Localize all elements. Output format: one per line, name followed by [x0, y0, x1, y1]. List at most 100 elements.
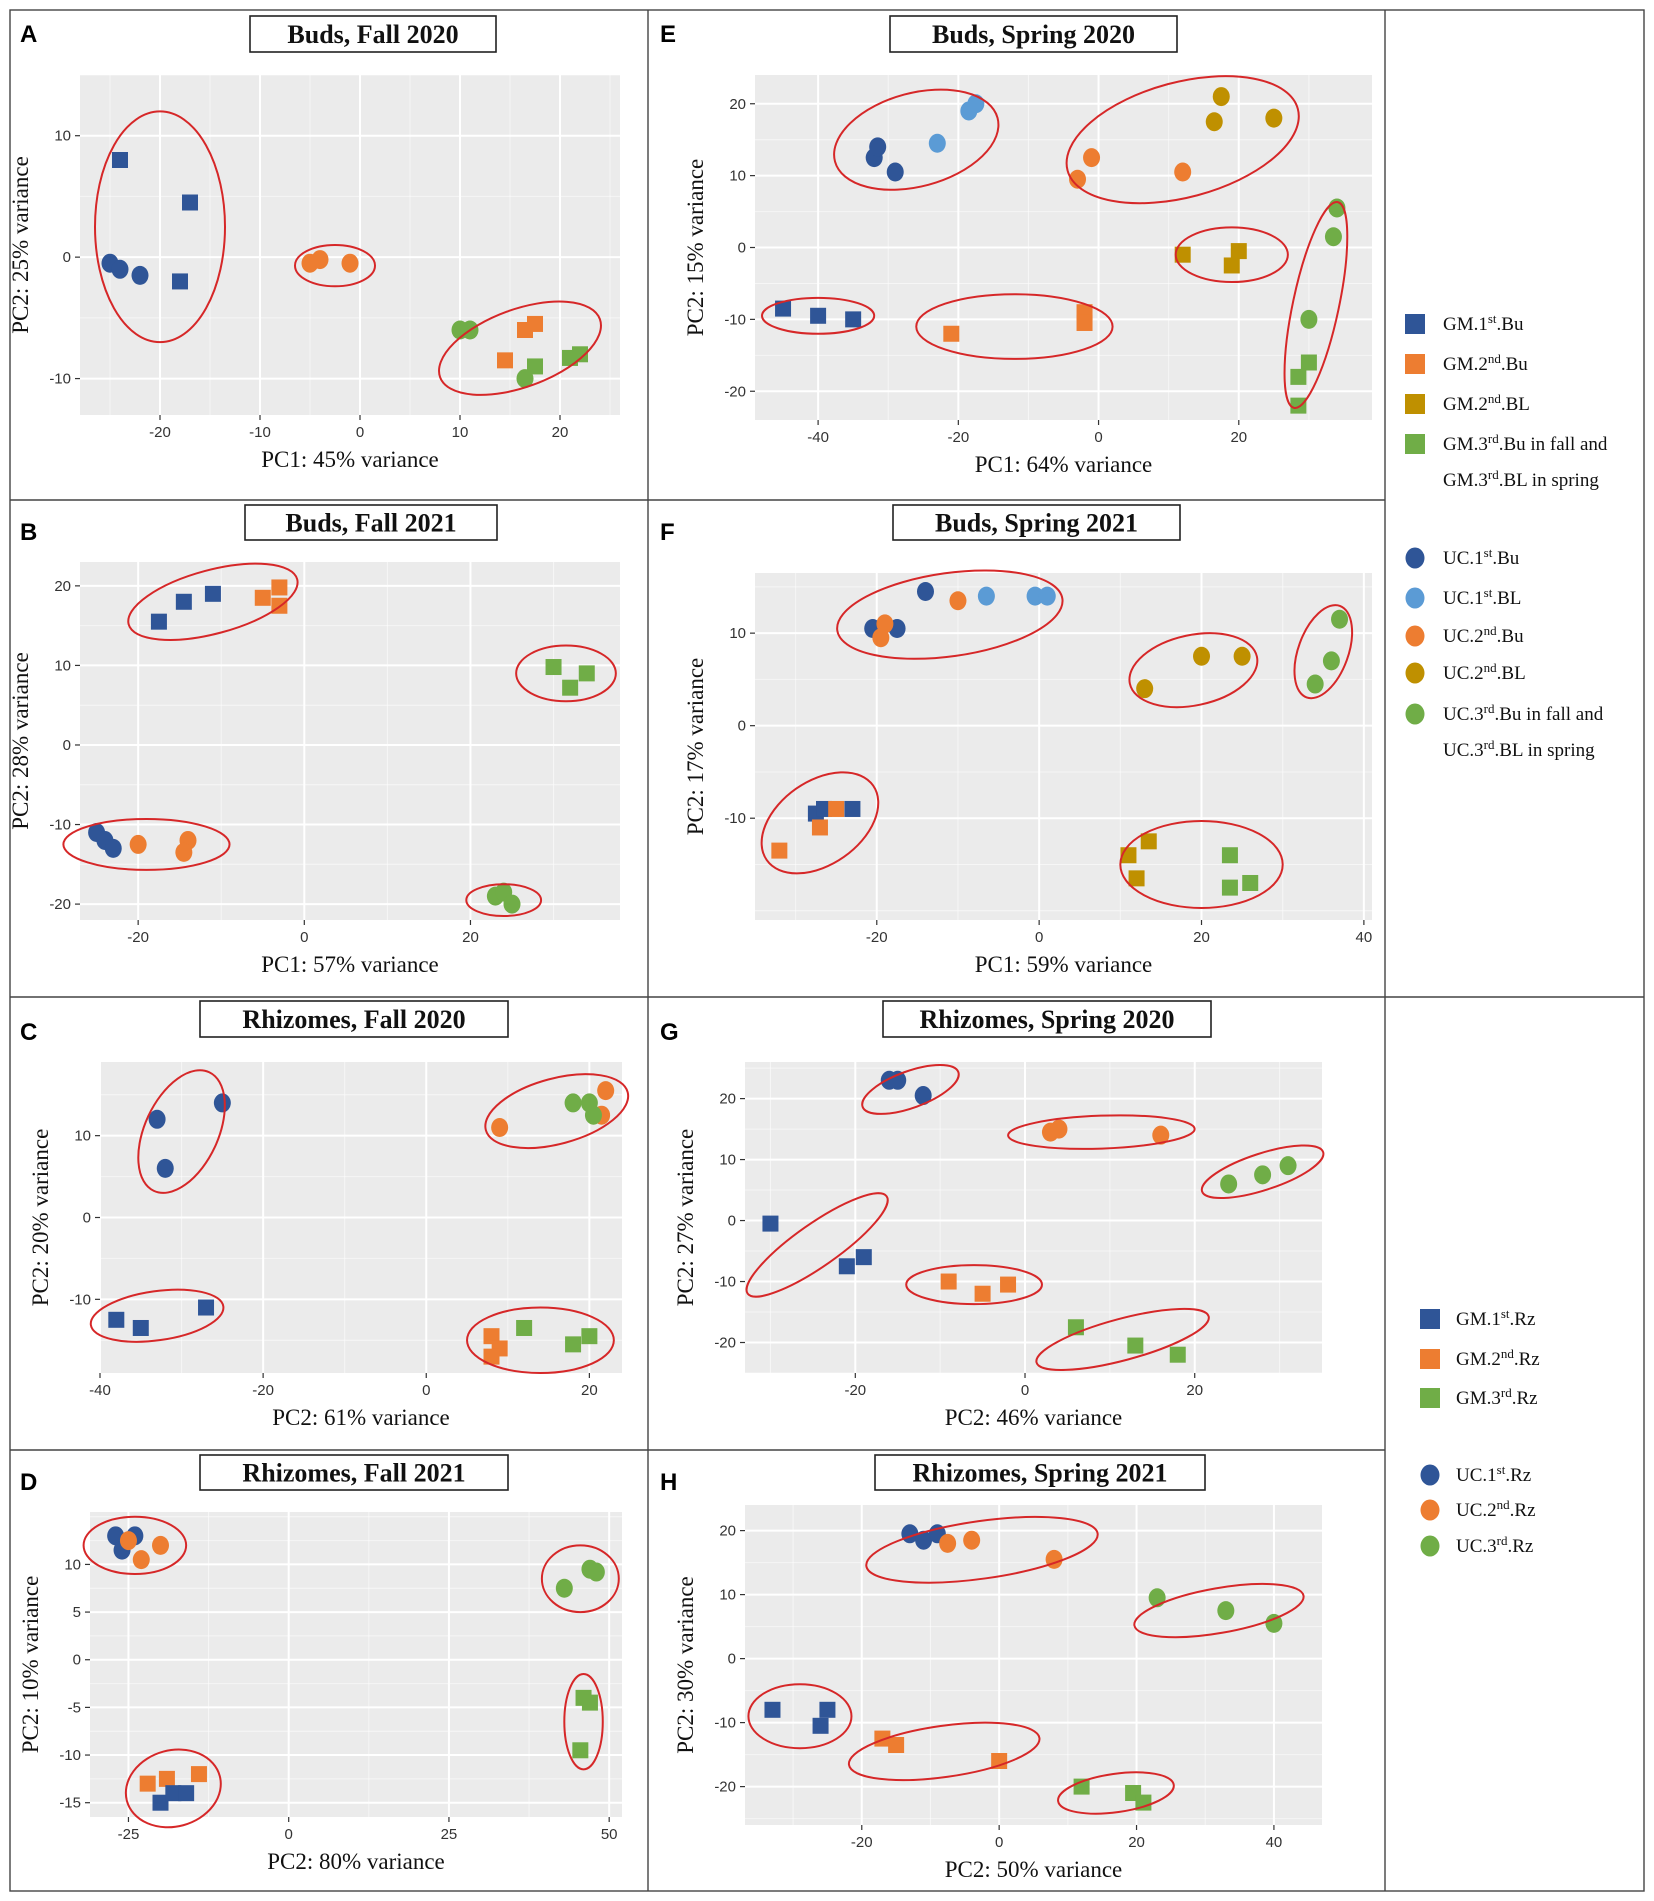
data-point-gm2: [527, 315, 543, 332]
panel-b: -20 0 20 -20 -10 0 10 20 PC1: 57% variance PC2: 2…: [8, 504, 620, 977]
panel-title-box: [199, 1454, 509, 1491]
data-point-gm2: [497, 352, 513, 369]
data-point-uc1: [131, 265, 149, 285]
data-point-gm1: [762, 1215, 779, 1232]
cluster-ellipse: [94, 110, 226, 344]
x-tick-label: 50: [601, 1826, 618, 1843]
cluster-ellipse: [484, 1073, 630, 1149]
x-axis-label: PC1: 45% variance: [261, 447, 439, 472]
panel-title-box: [199, 1000, 509, 1038]
data-point-gm3: [565, 1336, 582, 1353]
x-tick-label: 0: [285, 1826, 293, 1843]
data-point-uc2: [1174, 162, 1192, 182]
data-point-gm1: [150, 613, 167, 630]
cluster-ellipse: [847, 1721, 1041, 1782]
data-point-gm3: [581, 1328, 598, 1345]
y-tick-label: -10: [714, 1274, 736, 1291]
data-point-uc1bl: [967, 94, 985, 114]
data-point-uc1: [156, 1158, 174, 1178]
legend-label: GM.2nd.Bu: [1443, 351, 1528, 375]
data-point-uc1bl: [977, 586, 995, 606]
data-point-gm1: [132, 1319, 149, 1336]
plot-background: [745, 1505, 1322, 1825]
legend-item: GM.3rd.Bu in fall and GM.3rd.BL in spring: [1405, 431, 1608, 491]
x-axis-label: PC1: 57% variance: [261, 952, 439, 977]
cluster-ellipse: [747, 1683, 853, 1750]
x-tick-label: -20: [866, 929, 888, 946]
data-point-gm2: [888, 1737, 905, 1753]
data-point-gm1: [152, 1794, 169, 1811]
legend-label: GM.1st.Bu: [1443, 311, 1524, 335]
x-tick-label: 0: [422, 1382, 430, 1399]
y-tick-label: -10: [59, 1747, 81, 1764]
data-point-gm1: [845, 311, 862, 328]
legend-circle-icon: [1405, 547, 1425, 569]
x-tick-label: -20: [947, 429, 969, 446]
x-tick-label: 0: [1035, 929, 1043, 946]
data-point-uc1bl: [1026, 586, 1044, 606]
panel-letter: C: [20, 1019, 37, 1046]
data-point-uc1: [915, 1530, 933, 1550]
data-point-gm1: [819, 1701, 836, 1718]
x-tick-label: -40: [807, 429, 829, 446]
data-point-uc3: [1220, 1174, 1238, 1194]
data-point-uc2: [311, 250, 329, 270]
cluster-ellipse: [1293, 604, 1354, 700]
data-point-uc2: [876, 614, 894, 634]
data-point-gm1: [838, 1258, 855, 1275]
data-point-gm3: [545, 659, 562, 676]
data-point-gm3: [1135, 1794, 1152, 1811]
y-tick-label: 0: [73, 1652, 81, 1669]
y-tick-label: -20: [724, 383, 746, 400]
x-tick-label: 20: [1128, 1834, 1145, 1851]
data-point-uc3: [584, 1105, 602, 1125]
data-point-uc3: [503, 894, 521, 914]
y-tick-label: 20: [719, 1091, 736, 1108]
legend-label: GM.1st.Rz: [1456, 1306, 1535, 1330]
data-point-gm2bl: [1128, 870, 1145, 887]
data-point-gm3: [1290, 397, 1307, 414]
panel-title-box: [874, 1454, 1206, 1491]
data-point-uc2: [175, 842, 193, 862]
data-point-gm3: [1221, 847, 1238, 864]
legend-square-icon: [1405, 394, 1425, 414]
data-point-uc2bl: [1212, 87, 1230, 107]
data-point-gm1: [812, 1717, 829, 1734]
data-point-gm1: [844, 800, 861, 817]
data-point-gm2: [940, 1273, 957, 1290]
x-axis-label: PC2: 61% variance: [272, 1405, 450, 1430]
legend-item: UC.1st.BL: [1405, 585, 1521, 609]
data-point-gm3: [1290, 368, 1307, 385]
data-point-gm2: [974, 1285, 991, 1302]
y-tick-label: -15: [59, 1795, 81, 1812]
cluster-ellipse: [915, 293, 1114, 360]
data-point-gm1: [198, 1299, 215, 1316]
data-point-uc2: [152, 1535, 170, 1555]
cluster-ellipse: [82, 1515, 188, 1575]
panel-title: Rhizomes, Fall 2020: [242, 1005, 465, 1034]
panel-title: Buds, Spring 2021: [935, 509, 1138, 538]
panel-c: -40 -20 0 20 -10 0 10 PC2: 61% variance PC2: 20%…: [20, 1000, 630, 1430]
data-point-gm2bl: [1223, 257, 1240, 274]
plot-background: [90, 1512, 622, 1817]
data-point-gm1: [112, 152, 128, 168]
data-point-gm2: [874, 1730, 891, 1747]
x-tick-label: 20: [1186, 1382, 1203, 1399]
data-point-uc2bl: [1136, 679, 1154, 699]
data-point-uc2: [597, 1081, 615, 1101]
x-tick-label: -20: [149, 424, 171, 441]
legend-square-icon: [1405, 434, 1425, 454]
cluster-ellipse: [1128, 632, 1259, 709]
panel-title: Rhizomes, Spring 2020: [920, 1005, 1175, 1034]
data-point-gm2bl: [1174, 246, 1191, 263]
y-tick-label: -10: [49, 371, 71, 388]
y-tick-label: 10: [54, 657, 71, 674]
data-point-uc3: [1265, 1613, 1283, 1633]
data-point-gm3: [578, 665, 595, 682]
cluster-ellipse: [89, 1288, 225, 1343]
y-tick-label: 0: [63, 737, 71, 754]
x-tick-label: 10: [452, 424, 469, 441]
cluster-ellipse: [1200, 1144, 1325, 1200]
legend-item: UC.3rd.Rz: [1420, 1533, 1533, 1557]
y-tick-label: 10: [719, 1587, 736, 1604]
